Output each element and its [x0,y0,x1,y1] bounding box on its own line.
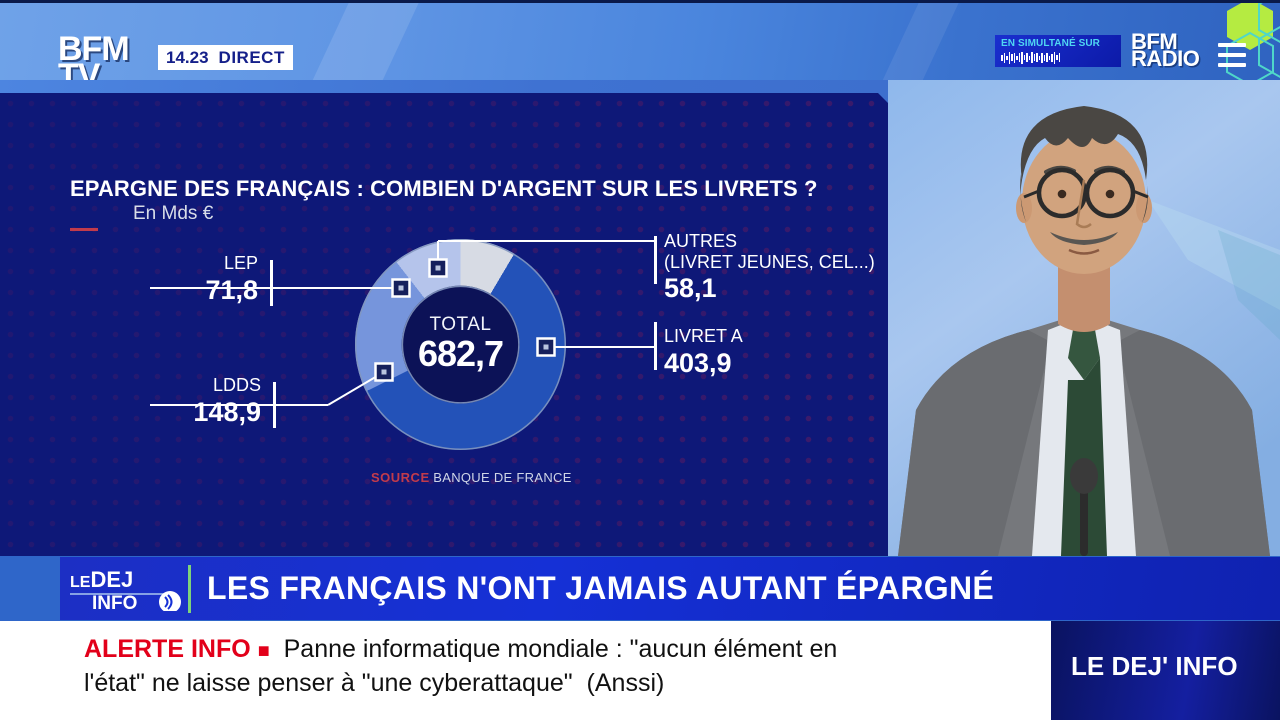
svg-text:INFO: INFO [92,593,137,611]
svg-text:LEDEJ: LEDEJ [70,567,133,592]
